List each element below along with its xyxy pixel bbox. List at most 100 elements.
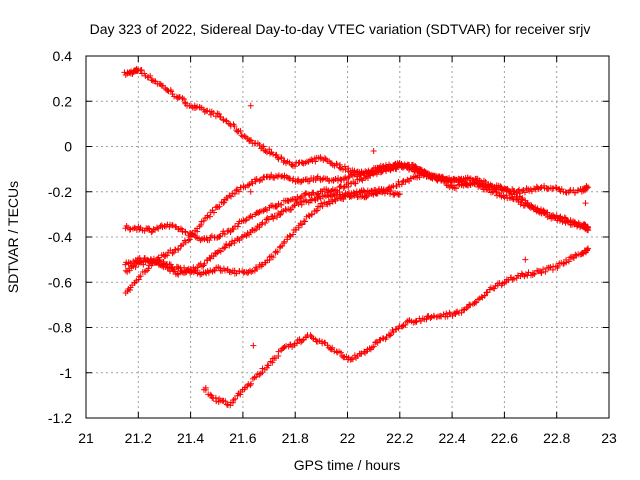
- data-point: [197, 237, 204, 244]
- data-point: [235, 188, 242, 195]
- data-point: [453, 309, 460, 316]
- data-point: [467, 302, 474, 309]
- data-point: [221, 244, 228, 251]
- data-point: [417, 168, 424, 175]
- data-point: [238, 132, 245, 139]
- data-point: [169, 222, 176, 229]
- data-point: [262, 148, 269, 155]
- data-point: [380, 187, 387, 194]
- data-point: [314, 207, 321, 214]
- data-point: [269, 359, 276, 366]
- x-tick-label: 23: [601, 430, 617, 446]
- data-point: [242, 217, 249, 224]
- data-point: [317, 203, 324, 210]
- data-point: [278, 201, 285, 208]
- data-point: [231, 190, 238, 197]
- data-point: [207, 255, 214, 262]
- data-point: [378, 168, 385, 175]
- data-point: [207, 391, 214, 398]
- data-point: [312, 158, 319, 165]
- data-point: [285, 197, 292, 204]
- data-point: [182, 229, 189, 236]
- data-point: [248, 380, 255, 387]
- data-point: [267, 150, 274, 157]
- data-point: [565, 258, 572, 265]
- data-point: [197, 221, 204, 228]
- data-point: [503, 192, 510, 199]
- data-point: [349, 356, 356, 363]
- data-point: [188, 268, 195, 275]
- y-axis-label: SDTVAR / TECUs: [5, 181, 21, 293]
- data-point: [452, 185, 459, 192]
- data-point: [318, 200, 325, 207]
- x-axis-label: GPS time / hours: [294, 457, 401, 473]
- series-track-c: [122, 171, 591, 278]
- data-point: [346, 189, 353, 196]
- data-point: [256, 371, 263, 378]
- data-point: [584, 226, 591, 233]
- data-point: [237, 127, 244, 134]
- data-point: [522, 189, 529, 196]
- data-point: [387, 332, 394, 339]
- data-point: [396, 161, 403, 168]
- data-point: [208, 108, 215, 115]
- outlier-point: [250, 342, 257, 349]
- data-point: [302, 218, 309, 225]
- data-point: [270, 254, 277, 261]
- data-point: [153, 224, 160, 231]
- data-point: [273, 203, 280, 210]
- data-point: [406, 165, 413, 172]
- outlier-point: [247, 102, 254, 109]
- data-point: [424, 170, 431, 177]
- data-point: [145, 265, 152, 272]
- data-point: [276, 211, 283, 218]
- data-point: [154, 256, 161, 263]
- data-point: [509, 276, 516, 283]
- data-point: [263, 207, 270, 214]
- data-point: [370, 343, 377, 350]
- data-point: [333, 160, 340, 167]
- data-point: [412, 163, 419, 170]
- data-point: [252, 178, 259, 185]
- data-point: [148, 229, 155, 236]
- y-tick-label: -0.2: [48, 184, 72, 200]
- data-point: [222, 398, 229, 405]
- data-point: [177, 225, 184, 232]
- data-point: [147, 72, 154, 79]
- data-point: [554, 263, 561, 270]
- data-point: [319, 176, 326, 183]
- data-point: [227, 193, 234, 200]
- data-point: [174, 270, 181, 277]
- data-point: [290, 231, 297, 238]
- data-point: [264, 215, 271, 222]
- y-tick-label: 0: [64, 139, 72, 155]
- data-point: [202, 386, 209, 393]
- data-point: [319, 203, 326, 210]
- data-point: [234, 223, 241, 230]
- data-point: [234, 235, 241, 242]
- data-point: [233, 187, 240, 194]
- data-point: [168, 265, 175, 272]
- data-point: [534, 205, 541, 212]
- data-point: [292, 163, 299, 170]
- x-tick-label: 21.2: [125, 430, 152, 446]
- data-point: [402, 321, 409, 328]
- y-tick-label: -0.6: [48, 274, 72, 290]
- data-point: [168, 88, 175, 95]
- data-point: [137, 273, 144, 280]
- data-point: [345, 174, 352, 181]
- data-point: [448, 176, 455, 183]
- data-point: [561, 214, 568, 221]
- data-point: [463, 305, 470, 312]
- series-track-d: [122, 160, 455, 296]
- data-point: [269, 355, 276, 362]
- data-point: [515, 198, 522, 205]
- outlier-point: [370, 148, 377, 155]
- data-point: [363, 193, 370, 200]
- data-point: [380, 162, 387, 169]
- data-point: [180, 96, 187, 103]
- data-point: [270, 215, 277, 222]
- data-point: [303, 190, 310, 197]
- data-point: [179, 95, 186, 102]
